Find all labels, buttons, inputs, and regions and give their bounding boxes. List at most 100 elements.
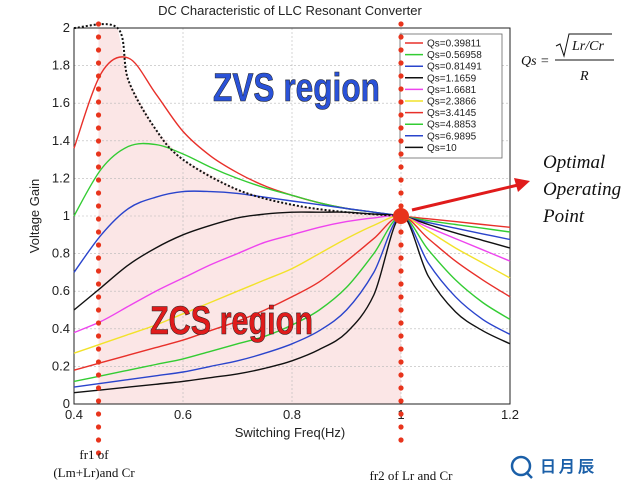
chart-title: DC Characteristic of LLC Resonant Conver… [158,3,422,18]
marker-dot [95,216,102,222]
marker-dot [398,125,404,131]
legend-entry: Qs=4.8853 [427,120,477,131]
marker-dot [398,138,404,144]
y-axis-title: Voltage Gain [27,179,42,253]
x-tick-label: 1.2 [501,407,519,422]
marker-dot [95,34,102,40]
legend-entry: Qs=2.3866 [427,97,477,108]
series-line-9 [73,215,511,388]
marker-dot [398,385,404,391]
boundary-line [73,23,402,217]
marker-dot [398,47,404,53]
x-tick-label: 0.4 [65,407,83,422]
y-tick-label: 1.4 [52,133,70,148]
legend-entry: Qs=1.1659 [427,73,477,84]
marker-dot [95,21,102,27]
marker-dot [398,60,404,66]
marker-dot [95,398,102,404]
series-line-7 [73,215,511,371]
y-tick-label: 0.4 [52,321,70,336]
marker-dot [95,151,102,157]
marker-dot [398,268,404,274]
marker-dot [398,21,404,27]
marker-dot [95,242,102,248]
logo-text: 日月辰 [540,457,597,476]
series-line-8 [73,215,511,383]
fr1-label-line1: fr1 of [79,447,109,462]
fr1-label-line2: (Lm+Lr)and Cr [53,465,135,480]
marker-dot [95,86,102,92]
optimal-label-line1: Optimal [543,152,605,173]
legend-entry: Qs=0.39811 [427,39,481,50]
marker-dot [95,450,102,456]
marker-dot [95,60,102,66]
legend: Qs=0.39811Qs=0.56958Qs=0.81491Qs=1.1659Q… [405,39,482,154]
legend-entry: Qs=0.56958 [427,50,482,61]
optimal-label-line2: Operating [543,179,621,200]
marker-dot [398,411,404,417]
marker-dot [95,359,102,365]
legend-entry: Qs=0.81491 [427,62,482,73]
frequency-markers [95,21,404,456]
zcs-region-label: ZCS region [150,299,313,343]
marker-dot [398,398,404,404]
legend-entry: Qs=10 [427,143,457,154]
marker-dot [95,268,102,274]
marker-dot [95,385,102,391]
y-tick-label: 1 [63,208,70,223]
marker-dot [95,346,102,352]
fr2-label: fr2 of Lr and Cr [369,468,453,483]
series-line-10 [73,215,511,394]
marker-dot [398,437,404,443]
formula-sqrt-sign [555,33,612,58]
logo-icon [510,455,532,477]
marker-dot [95,372,102,378]
marker-dot [95,47,102,53]
marker-dot [398,307,404,313]
series-line-2 [73,142,511,233]
marker-dot [398,86,404,92]
marker-dot [398,112,404,118]
marker-dot [398,73,404,79]
series-line-4 [73,211,511,311]
marker-dot [95,294,102,300]
marker-dot [95,164,102,170]
marker-dot [398,164,404,170]
x-tick-label: 0.6 [174,407,192,422]
marker-dot [398,346,404,352]
marker-dot [95,437,102,443]
marker-dot [398,281,404,287]
logo-icon-tail [525,471,533,479]
y-tick-label: 0.6 [52,283,70,298]
marker-dot [95,307,102,313]
marker-dot [95,73,102,79]
y-tick-label: 0.8 [52,246,70,261]
marker-dot [398,151,404,157]
marker-dot [398,372,404,378]
x-axis-title: Switching Freq(Hz) [235,425,346,440]
optimal-point-dot [393,208,409,224]
marker-dot [95,190,102,196]
brand-logo: 日月辰 [510,455,597,479]
y-tick-label: 1.2 [52,170,70,185]
legend-entry: Qs=6.9895 [427,131,477,142]
marker-dot [398,99,404,105]
marker-dot [398,294,404,300]
y-tick-label: 0.2 [52,358,70,373]
zvs-zcs-boundary [73,23,402,217]
marker-dot [398,320,404,326]
marker-dot [398,203,404,209]
marker-dot [95,177,102,183]
legend-entry: Qs=1.6681 [427,85,477,96]
optimal-point-arrow [411,183,519,212]
marker-dot [95,229,102,235]
marker-dot [398,333,404,339]
qs-formula: Qs = Lr/Cr R [521,33,614,84]
legend-entry: Qs=3.4145 [427,108,477,119]
marker-dot [398,255,404,261]
marker-dot [398,190,404,196]
y-tick-label: 2 [63,20,70,35]
zvs-region-label: ZVS region [213,66,380,110]
marker-dot [95,138,102,144]
